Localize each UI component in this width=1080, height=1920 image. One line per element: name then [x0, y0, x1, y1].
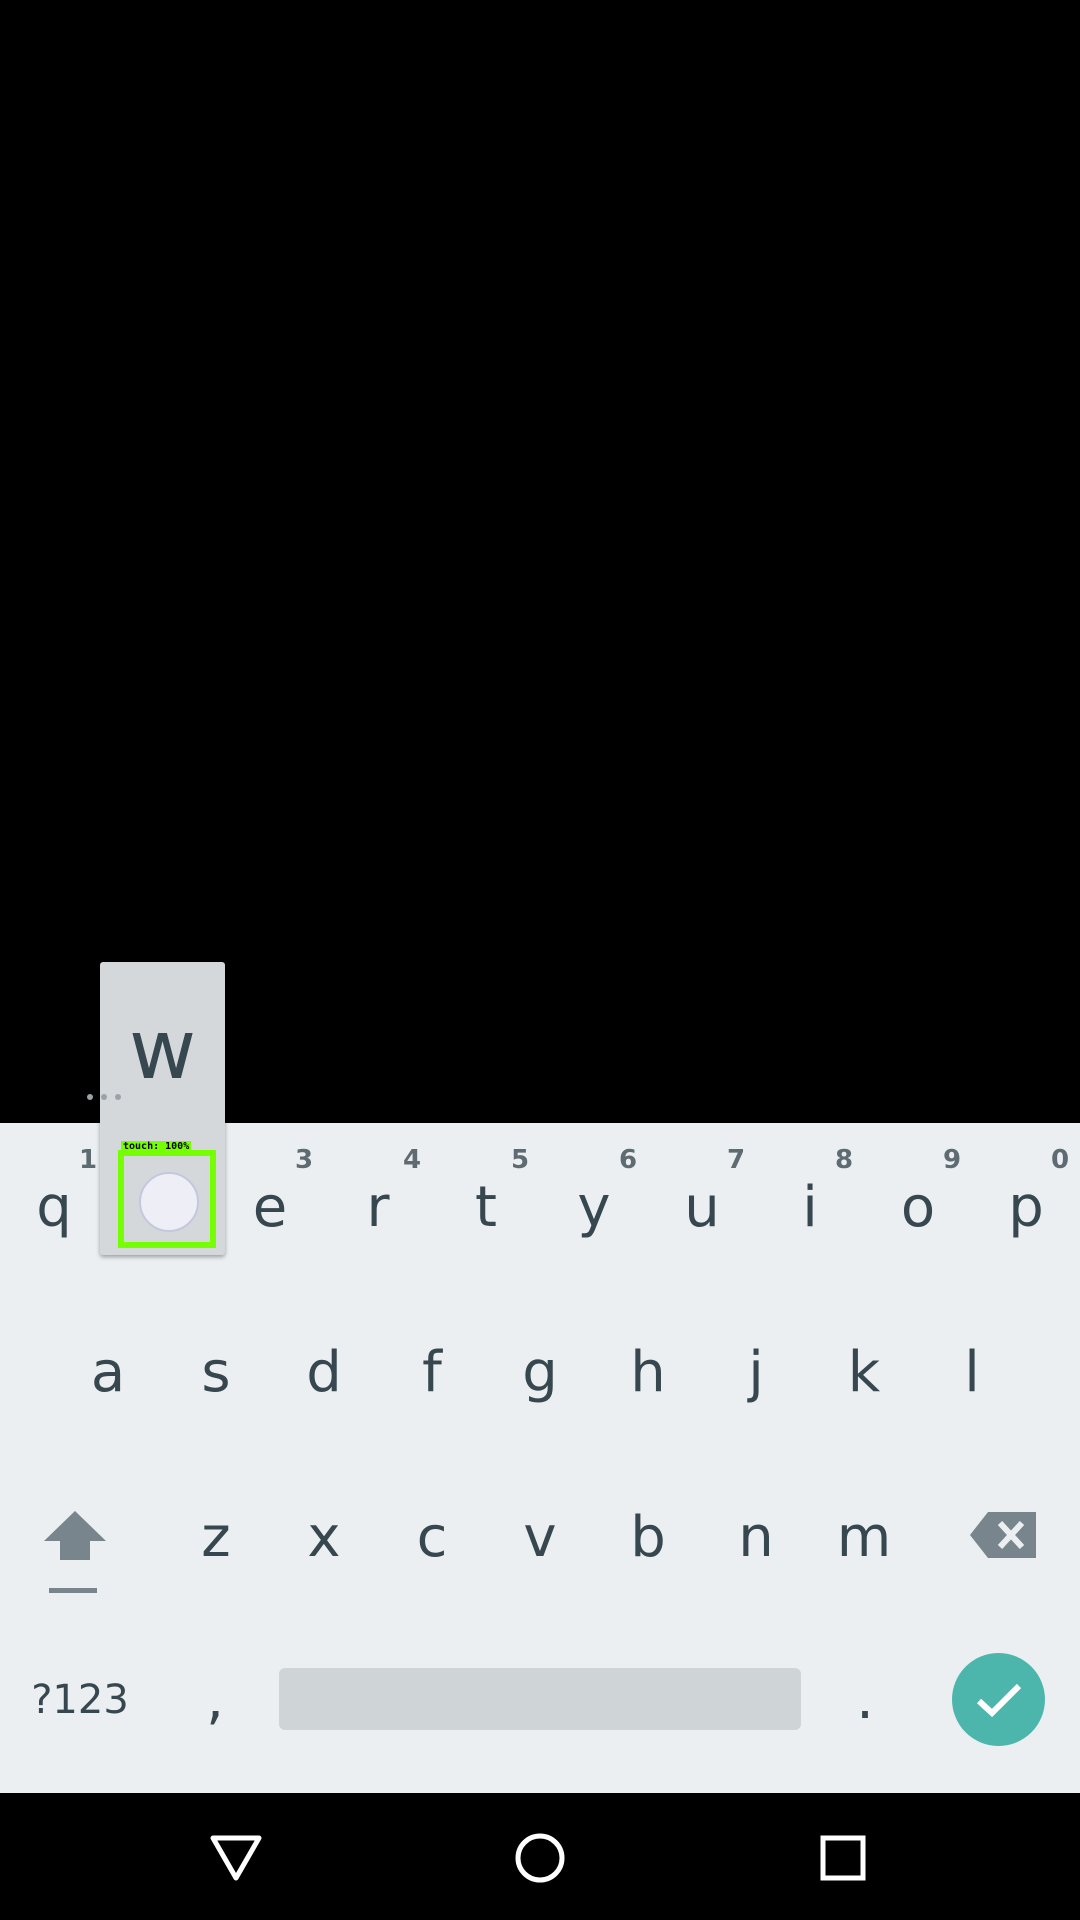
key-q[interactable]: q	[36, 1174, 72, 1240]
backspace-icon	[970, 1512, 1036, 1558]
navigation-bar	[0, 1793, 1080, 1920]
key-hint-e: 3	[295, 1145, 314, 1175]
key-hint-r: 4	[403, 1145, 422, 1175]
key-a[interactable]: a	[90, 1339, 126, 1405]
home-circle-icon	[515, 1833, 565, 1883]
key-e[interactable]: e	[252, 1174, 288, 1240]
key-y[interactable]: y	[577, 1174, 611, 1240]
checkmark-icon	[976, 1683, 1021, 1717]
touch-indicator-box	[118, 1150, 216, 1248]
key-r[interactable]: r	[366, 1174, 390, 1240]
key-l[interactable]: l	[964, 1339, 980, 1405]
key-s[interactable]: s	[201, 1339, 231, 1405]
home-button[interactable]	[495, 1813, 585, 1903]
key-x[interactable]: x	[307, 1504, 341, 1570]
key-t[interactable]: t	[475, 1174, 497, 1240]
enter-key[interactable]	[952, 1653, 1045, 1746]
recents-button[interactable]	[798, 1813, 888, 1903]
backspace-key[interactable]	[970, 1510, 1040, 1560]
key-preview-popup: w	[100, 962, 225, 1255]
key-n[interactable]: n	[738, 1504, 774, 1570]
key-u[interactable]: u	[684, 1174, 720, 1240]
key-b[interactable]: b	[630, 1504, 666, 1570]
key-z[interactable]: z	[201, 1504, 231, 1570]
key-g[interactable]: g	[522, 1339, 558, 1405]
key-hint-p: 0	[1051, 1145, 1070, 1175]
key-o[interactable]: o	[900, 1174, 936, 1240]
key-hint-y: 6	[619, 1145, 638, 1175]
shift-arrow-icon	[44, 1511, 106, 1593]
shift-key[interactable]	[40, 1508, 110, 1598]
key-p[interactable]: p	[1008, 1174, 1044, 1240]
key-hint-o: 9	[943, 1145, 962, 1175]
key-c[interactable]: c	[416, 1504, 448, 1570]
key-d[interactable]: d	[306, 1339, 342, 1405]
key-hint-q: 1	[79, 1145, 98, 1175]
comma-key[interactable]: ,	[206, 1667, 224, 1732]
period-key[interactable]: .	[856, 1667, 874, 1732]
key-v[interactable]: v	[523, 1504, 557, 1570]
key-f[interactable]: f	[422, 1339, 442, 1405]
key-hint-u: 7	[727, 1145, 746, 1175]
key-hint-t: 5	[511, 1145, 530, 1175]
key-j[interactable]: j	[748, 1339, 764, 1405]
key-i[interactable]: i	[802, 1174, 818, 1240]
ellipsis-icon	[87, 1094, 121, 1100]
back-button[interactable]	[191, 1813, 281, 1903]
space-bar[interactable]	[279, 1668, 801, 1730]
symbols-key[interactable]: ?123	[31, 1677, 129, 1723]
back-triangle-icon	[210, 1835, 262, 1881]
touch-point	[139, 1172, 199, 1232]
app-content-area	[0, 0, 1080, 1123]
recents-square-icon	[820, 1835, 866, 1881]
key-m[interactable]: m	[836, 1504, 892, 1570]
key-hint-i: 8	[835, 1145, 854, 1175]
key-h[interactable]: h	[630, 1339, 666, 1405]
key-k[interactable]: k	[847, 1339, 881, 1405]
key-preview-letter: w	[128, 1003, 197, 1098]
